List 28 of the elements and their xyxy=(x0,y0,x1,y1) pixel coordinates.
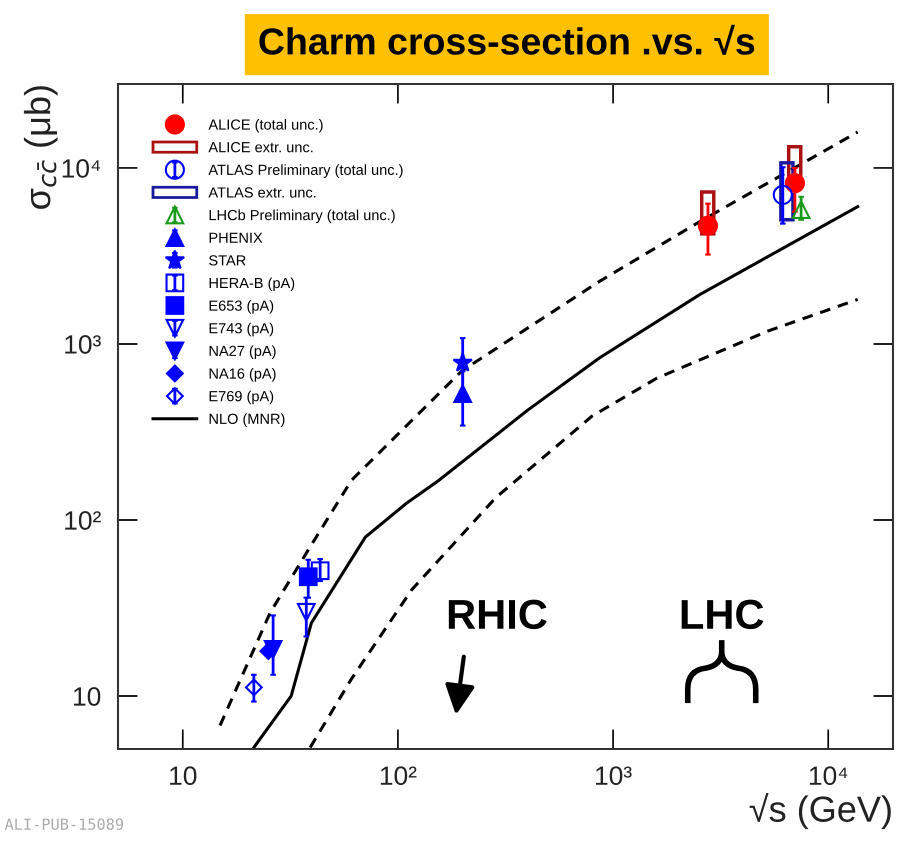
legend-label: NLO (MNR) xyxy=(210,413,284,427)
legend-label: LHCb Preliminary (total unc.) xyxy=(210,210,395,224)
legend-label: STAR xyxy=(209,255,246,266)
legend-label: E743 (pA) xyxy=(210,322,274,336)
annotation: LHC xyxy=(682,600,764,630)
chart-title: Charm cross-section .vs. √s xyxy=(259,24,754,55)
y-tick-label: 10 xyxy=(74,687,100,706)
legend-label: ATLAS Preliminary (total unc.) xyxy=(208,164,403,178)
legend-label: NA27 (pA) xyxy=(210,345,276,359)
legend-label: PHENIX xyxy=(210,232,262,243)
y-axis-title: σ$_{cc̄}$ (μb) xyxy=(24,86,58,209)
x-axis-title: √s (GeV) xyxy=(750,793,891,830)
x-tick-label: 10² xyxy=(380,766,416,786)
legend-label: ATLAS extr. unc. xyxy=(208,187,316,198)
legend-label: ALICE (total unc.) xyxy=(208,119,323,133)
legend-label: ALICE extr. unc. xyxy=(208,142,312,152)
text: ALI-PUB-15089 xyxy=(4,818,124,830)
x-tick-label: 10 xyxy=(170,766,196,786)
x-tick-label: 10³ xyxy=(596,766,632,786)
y-tick-label: 10³ xyxy=(65,335,101,354)
legend-label: E769 (pA) xyxy=(210,390,274,404)
y-tick-label: 10⁴ xyxy=(62,159,100,178)
legend-label: HERA-B (pA) xyxy=(210,277,294,292)
x-tick-label: 10⁴ xyxy=(810,766,848,786)
legend-label: NA16 (pA) xyxy=(210,368,276,382)
annotation: RHIC xyxy=(448,600,547,630)
legend-label: E653 (pA) xyxy=(210,300,274,314)
y-tick-label: 10² xyxy=(65,511,101,530)
